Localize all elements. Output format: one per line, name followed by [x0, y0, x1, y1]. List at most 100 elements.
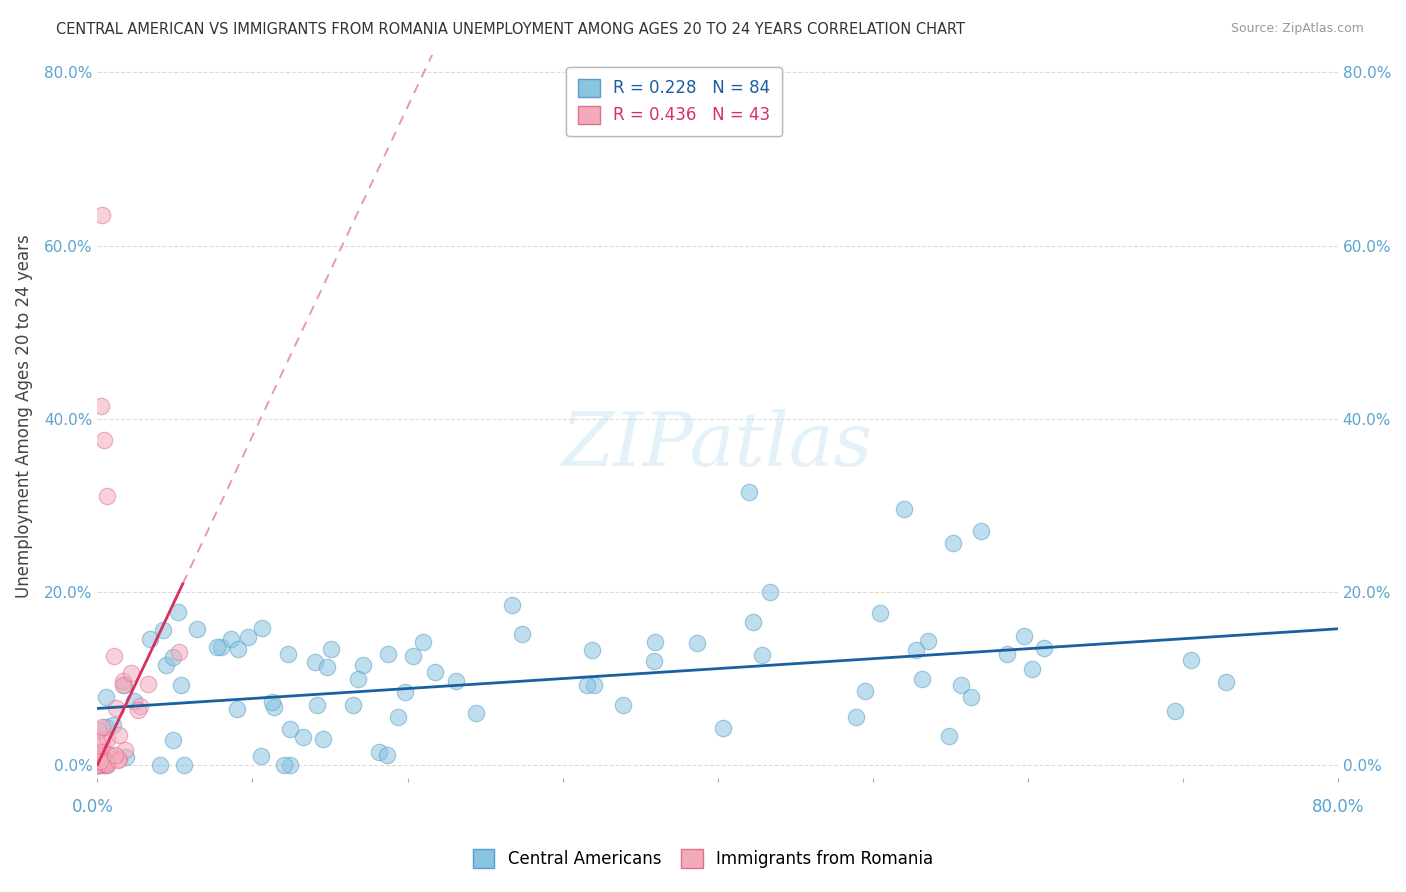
Point: [107, 753, 129, 767]
Point: [96, 757, 118, 772]
Point: [112, 673, 135, 688]
Point: [87, 757, 110, 772]
Text: 0.0%: 0.0%: [72, 798, 114, 816]
Point: [576, 678, 599, 692]
Point: [375, 747, 398, 762]
Point: [89, 755, 111, 769]
Point: [89, 757, 111, 772]
Point: [273, 757, 295, 772]
Point: [423, 665, 446, 679]
Point: [138, 632, 160, 646]
Point: [91, 756, 114, 771]
Point: [105, 701, 128, 715]
Point: [402, 649, 425, 664]
Point: [950, 678, 973, 692]
Point: [280, 757, 302, 772]
Point: [1215, 674, 1237, 689]
Point: [853, 684, 876, 698]
Point: [307, 698, 329, 713]
Point: [751, 648, 773, 663]
Point: [91, 208, 114, 222]
Point: [94, 757, 117, 772]
Point: [387, 710, 409, 724]
Point: [90, 745, 112, 759]
Point: [108, 752, 131, 766]
Point: [711, 721, 734, 735]
Point: [207, 640, 229, 654]
Point: [1032, 640, 1054, 655]
Point: [167, 606, 190, 620]
Point: [114, 743, 136, 757]
Point: [186, 622, 208, 636]
Point: [101, 718, 124, 732]
Point: [263, 700, 285, 714]
Point: [643, 654, 665, 668]
Point: [612, 698, 634, 712]
Point: [250, 621, 273, 635]
Point: [129, 699, 152, 714]
Point: [226, 702, 249, 716]
Point: [86, 757, 108, 772]
Point: [262, 695, 284, 709]
Point: [96, 490, 118, 504]
Point: [173, 757, 195, 772]
Point: [86, 757, 108, 772]
Point: [155, 658, 177, 673]
Point: [152, 623, 174, 637]
Point: [86, 757, 108, 772]
Point: [209, 640, 232, 654]
Point: [304, 656, 326, 670]
Point: [170, 678, 193, 692]
Legend: Central Americans, Immigrants from Romania: Central Americans, Immigrants from Roman…: [465, 843, 941, 875]
Point: [444, 674, 467, 689]
Point: [96, 732, 118, 747]
Point: [742, 615, 765, 630]
Point: [167, 645, 190, 659]
Text: CENTRAL AMERICAN VS IMMIGRANTS FROM ROMANIA UNEMPLOYMENT AMONG AGES 20 TO 24 YEA: CENTRAL AMERICAN VS IMMIGRANTS FROM ROMA…: [56, 22, 966, 37]
Point: [501, 599, 523, 613]
Point: [91, 733, 114, 747]
Point: [94, 690, 117, 704]
Point: [347, 673, 370, 687]
Point: [86, 757, 108, 772]
Point: [90, 750, 112, 764]
Point: [464, 706, 486, 721]
Point: [86, 734, 108, 748]
Point: [162, 650, 184, 665]
Text: ZIPatlas: ZIPatlas: [562, 409, 873, 482]
Point: [90, 721, 112, 735]
Point: [124, 694, 146, 708]
Point: [583, 678, 606, 692]
Point: [94, 720, 117, 734]
Point: [412, 635, 434, 649]
Point: [316, 660, 339, 674]
Point: [162, 733, 184, 747]
Point: [1163, 704, 1185, 718]
Point: [278, 722, 301, 736]
Point: [138, 676, 160, 690]
Point: [115, 750, 138, 764]
Point: [942, 536, 965, 550]
Point: [96, 755, 118, 769]
Point: [959, 690, 981, 704]
Point: [236, 631, 259, 645]
Point: [219, 632, 242, 646]
Point: [108, 728, 131, 742]
Text: Source: ZipAtlas.com: Source: ZipAtlas.com: [1230, 22, 1364, 36]
Point: [96, 747, 118, 762]
Point: [1180, 653, 1202, 667]
Point: [104, 747, 127, 762]
Point: [312, 732, 335, 747]
Point: [249, 748, 271, 763]
Point: [112, 677, 135, 691]
Point: [103, 649, 125, 664]
Point: [87, 723, 110, 737]
Point: [277, 647, 299, 661]
Point: [686, 635, 709, 649]
Point: [869, 606, 891, 620]
Point: [127, 703, 149, 717]
Point: [120, 666, 142, 681]
Point: [845, 710, 868, 724]
Point: [94, 753, 117, 767]
Point: [644, 635, 666, 649]
